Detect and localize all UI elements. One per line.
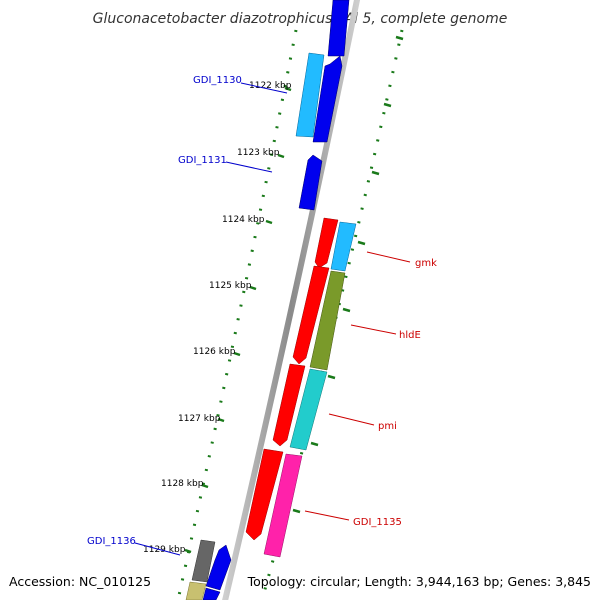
tick-mark (310, 441, 319, 447)
kbp-label: 1129 kbp (143, 545, 186, 555)
leader-pmi (328, 413, 375, 426)
leader-gdi-1136 (134, 542, 181, 556)
genome-backbone (222, 0, 361, 600)
tick-mark (277, 153, 285, 159)
tick-mark (233, 351, 241, 357)
cds-gmk[interactable] (330, 221, 357, 272)
gene-label-gdi-1135[interactable]: GDI_1135 (353, 517, 402, 528)
cds-red-4[interactable] (245, 448, 284, 541)
kbp-label: 1126 kbp (193, 347, 236, 357)
map-title: Gluconacetobacter diazotrophicus PAl 5, … (93, 11, 508, 27)
cds-red-1[interactable] (314, 217, 339, 269)
leader-gdi-1131 (225, 161, 273, 173)
kbp-label: 1125 kbp (209, 281, 252, 291)
gene-label-gmk[interactable]: gmk (415, 258, 437, 269)
tick-mark (217, 417, 225, 423)
kbp-label: 1128 kbp (161, 479, 204, 489)
tick-mark (292, 508, 301, 514)
tick-mark (265, 219, 273, 225)
cds-gray[interactable] (191, 539, 216, 583)
tick-mark (327, 374, 336, 380)
outer-lane-features (202, 0, 357, 600)
cds-gdi-1130-strand[interactable] (312, 55, 343, 143)
leader-gdi-1130 (240, 82, 288, 94)
major-ticks (184, 35, 404, 554)
tick-mark (201, 483, 209, 489)
leader-gdi-1135 (304, 510, 350, 521)
cds-blue-top[interactable] (327, 0, 350, 57)
gene-label-hlde[interactable]: hldE (399, 330, 421, 341)
cds-red-3[interactable] (272, 363, 306, 447)
tick-mark (249, 285, 257, 291)
cds-gdi-1130[interactable] (295, 52, 325, 138)
gene-label-gdi-1130[interactable]: GDI_1130 (193, 75, 242, 86)
kbp-label: 1127 kbp (178, 414, 221, 424)
tick-mark (395, 35, 404, 41)
gene-label-pmi[interactable]: pmi (378, 421, 397, 432)
accession-text: Accession: NC_010125 (9, 574, 151, 589)
kbp-label: 1124 kbp (222, 215, 265, 225)
kbp-label: 1123 kbp (237, 148, 280, 158)
cds-blue-bottom-2[interactable] (202, 587, 221, 600)
tick-mark (357, 240, 366, 246)
inner-lane-features (185, 52, 339, 600)
cds-khaki[interactable] (185, 581, 207, 600)
genome-summary-text: Topology: circular; Length: 3,944,163 bp… (247, 574, 591, 589)
leader-hlde (350, 324, 397, 335)
cds-gdi-1131[interactable] (298, 154, 323, 211)
kbp-label: 1122 kbp (249, 81, 292, 91)
leader-lines (134, 82, 411, 556)
cds-gdi-1135[interactable] (263, 453, 303, 558)
leader-gmk (366, 251, 411, 263)
tick-mark (284, 86, 292, 92)
gene-label-gdi-1131[interactable]: GDI_1131 (178, 155, 227, 166)
cds-hlde-a[interactable] (309, 270, 346, 371)
tick-mark (342, 307, 351, 313)
tick-mark (184, 548, 192, 554)
cds-pmi[interactable] (289, 368, 328, 451)
cds-blue-bottom[interactable] (205, 544, 232, 591)
cds-red-2[interactable] (292, 265, 330, 365)
tick-mark (383, 102, 392, 108)
tick-mark (371, 170, 380, 176)
gene-label-gdi-1136[interactable]: GDI_1136 (87, 536, 136, 547)
